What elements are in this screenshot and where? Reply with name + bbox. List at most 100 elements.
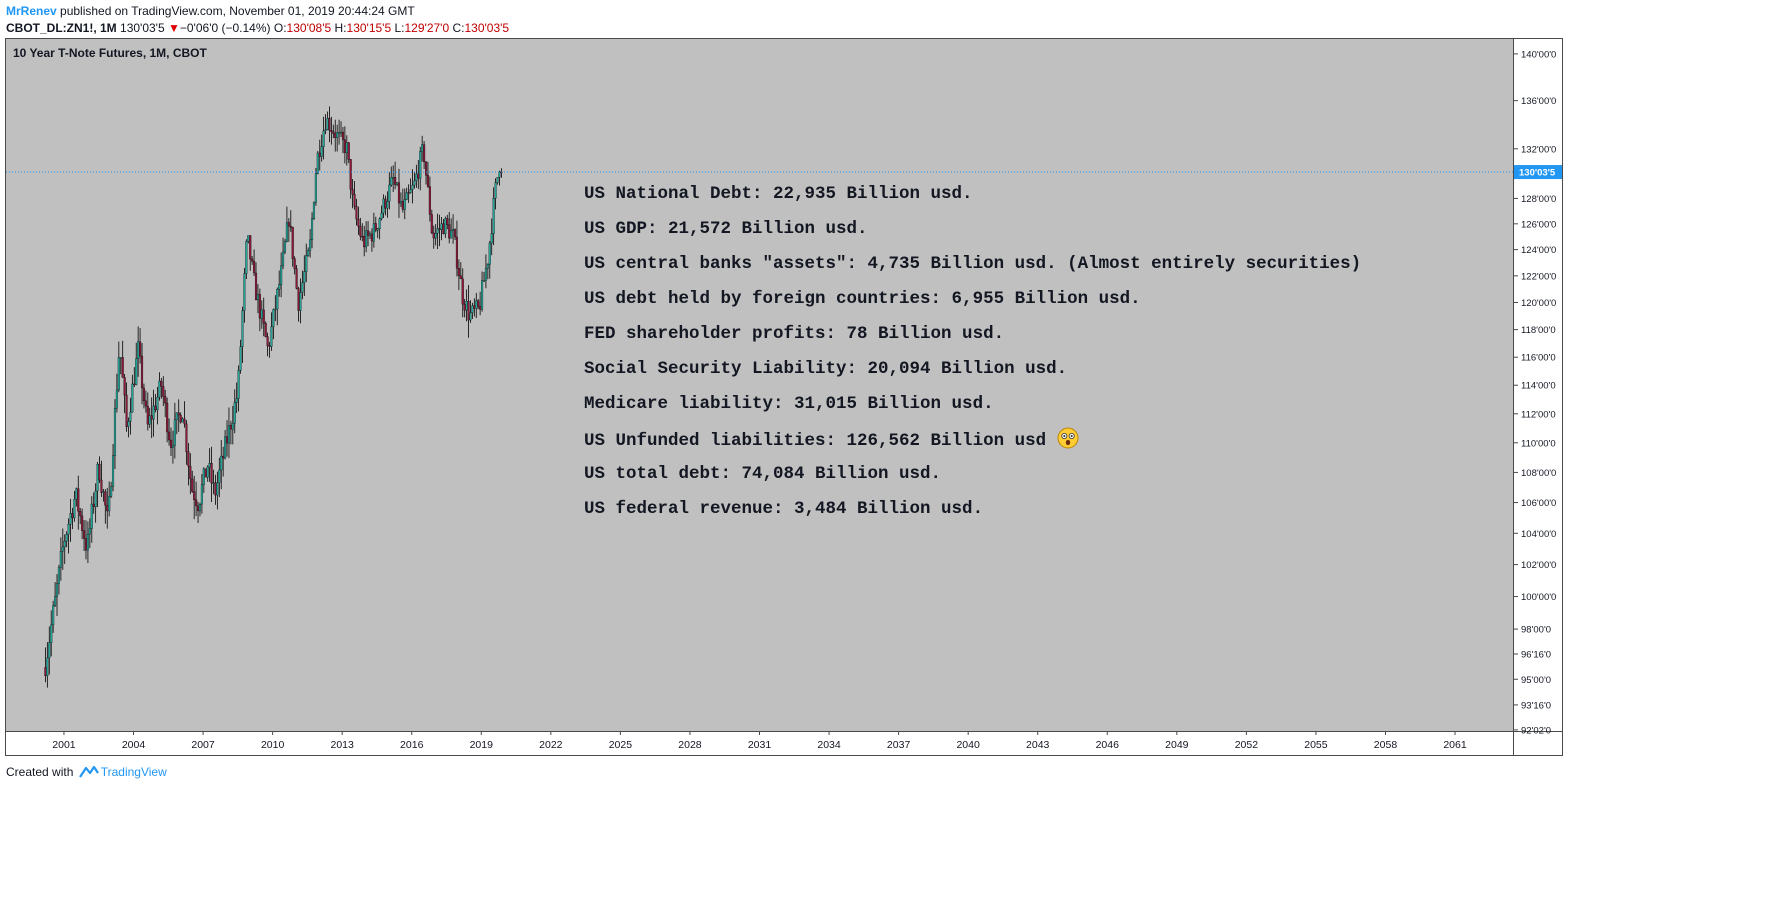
candle-body xyxy=(235,398,238,403)
text-annotation[interactable]: US National Debt: 22,935 Billion usd. US… xyxy=(584,182,1361,532)
astonished-face-icon xyxy=(1057,427,1079,449)
last-price-label-bg xyxy=(1514,165,1562,180)
candle-body xyxy=(324,129,327,132)
candle-body xyxy=(339,131,343,134)
low-value: 129'27'0 xyxy=(404,21,450,35)
candle-body xyxy=(193,491,196,500)
candle-body xyxy=(444,218,447,235)
candle-body xyxy=(166,402,169,433)
candle-body xyxy=(347,142,350,160)
time-tick-label: 2037 xyxy=(887,739,911,751)
candle-body xyxy=(368,233,372,236)
candle-body xyxy=(256,294,259,301)
candle-body xyxy=(135,358,138,385)
candle-body xyxy=(314,173,317,203)
price-axis-divider xyxy=(1513,39,1514,755)
candle-body xyxy=(137,341,140,359)
candle-body xyxy=(88,528,91,535)
candle-body xyxy=(169,439,173,448)
price-tick-label: 106'00'0 xyxy=(1521,498,1556,509)
candle-body xyxy=(278,284,281,290)
candle-body xyxy=(77,488,80,512)
candle-body xyxy=(297,288,300,311)
candle-body xyxy=(183,418,186,425)
candle-body xyxy=(291,227,294,259)
candle-body xyxy=(367,230,370,236)
candle-body xyxy=(494,182,497,199)
candle-body xyxy=(415,173,418,181)
candle-body xyxy=(154,405,157,411)
candle-body xyxy=(158,380,161,398)
candle-body xyxy=(374,223,377,231)
candle-body xyxy=(54,596,57,607)
candle-body xyxy=(55,583,59,597)
candle-body xyxy=(405,192,408,200)
candle-body xyxy=(436,228,439,234)
candle-body xyxy=(309,239,312,251)
candle-body xyxy=(212,482,215,484)
candle-body xyxy=(455,236,458,269)
price-axis: 140'00'0 136'00'0 132'00'0 128'00'0 126'00'0… xyxy=(1514,49,1556,736)
candle-body xyxy=(361,235,364,238)
candle-body xyxy=(125,394,128,427)
note-unfunded-text: US Unfunded liabilities: 126,562 Billion… xyxy=(584,431,1047,451)
candle-body xyxy=(264,323,267,337)
price-tick-label: 132'00'0 xyxy=(1521,144,1556,155)
candle-body xyxy=(353,194,356,207)
candle-body xyxy=(249,235,252,260)
price-tick-label: 124'00'0 xyxy=(1521,245,1556,256)
time-tick-label: 2043 xyxy=(1026,739,1050,751)
tradingview-link[interactable]: TradingView xyxy=(100,765,167,779)
candle-body xyxy=(113,408,117,456)
candle-body xyxy=(461,278,464,305)
time-tick-label: 2049 xyxy=(1165,739,1189,751)
candle-body xyxy=(343,139,346,153)
candle-body xyxy=(492,198,495,234)
candle-body xyxy=(473,305,476,309)
chart-plot-area[interactable] xyxy=(6,39,1513,731)
candle-body xyxy=(50,624,53,643)
candle-body xyxy=(336,132,339,138)
high-label: H: xyxy=(334,21,347,35)
candle-body xyxy=(423,144,426,163)
candle-body xyxy=(390,177,393,186)
candle-body xyxy=(84,538,88,551)
candle-body xyxy=(287,222,290,227)
candle-body xyxy=(484,268,487,281)
tradingview-logo-icon[interactable] xyxy=(78,765,99,779)
candle-body xyxy=(316,152,319,174)
price-tick-label: 100'00'0 xyxy=(1521,592,1556,603)
author-name[interactable]: MrRenev xyxy=(6,4,57,18)
note-gdp: US GDP: 21,572 Billion usd. xyxy=(584,219,868,239)
candle-body xyxy=(419,151,422,179)
candle-body xyxy=(310,218,314,241)
price-tick-label: 93'16'0 xyxy=(1521,700,1551,711)
candle-body xyxy=(251,258,254,262)
candle-body xyxy=(139,341,142,357)
candle-body xyxy=(119,357,122,359)
candle-body xyxy=(179,414,182,423)
publish-info: MrRenev published on TradingView.com, No… xyxy=(6,4,415,18)
candle-body xyxy=(365,230,368,248)
time-tick-label: 2028 xyxy=(678,739,702,751)
candle-body xyxy=(399,201,402,204)
time-tick-label: 2016 xyxy=(400,739,424,751)
price-tick-label: 98'00'0 xyxy=(1521,625,1551,636)
candle-body xyxy=(388,184,391,202)
candle-body xyxy=(355,206,358,220)
note-social-security: Social Security Liability: 20,094 Billio… xyxy=(584,359,1068,379)
candle-body xyxy=(359,226,362,237)
candle-body xyxy=(376,228,379,231)
candle-body xyxy=(131,383,134,413)
candle-body xyxy=(175,412,178,420)
time-tick-label: 2004 xyxy=(122,739,146,751)
price-tick-label: 122'00'0 xyxy=(1521,271,1556,282)
candle-body xyxy=(479,306,482,310)
candle-body xyxy=(237,370,240,399)
candle-body xyxy=(411,184,414,190)
candle-body xyxy=(467,301,470,321)
time-tick-label: 2010 xyxy=(261,739,285,751)
candle-body xyxy=(90,503,93,529)
candle-body xyxy=(123,377,126,396)
